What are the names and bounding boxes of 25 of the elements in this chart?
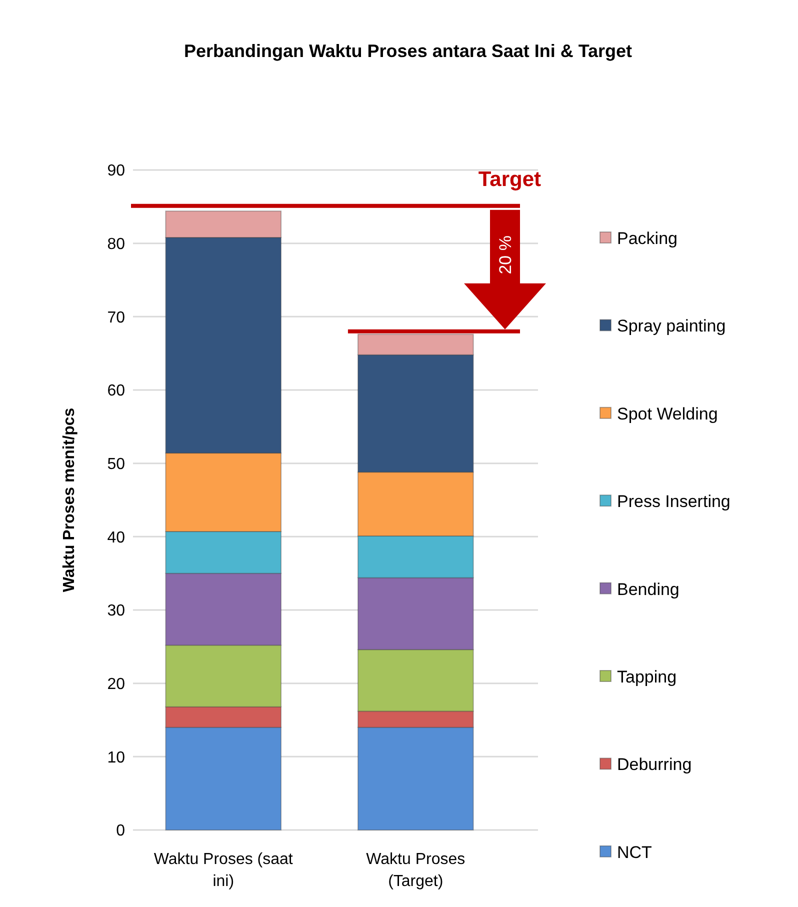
- annotation: 20 %: [496, 236, 515, 274]
- x-tick-label: Waktu Proses (Target): [366, 851, 466, 890]
- y-tick-label: 60: [107, 382, 126, 400]
- y-tick-label: 40: [107, 529, 126, 546]
- legend-label: Press Inserting: [617, 492, 730, 512]
- y-tick-label: 0: [116, 822, 126, 840]
- legend-label: Spot Welding: [617, 404, 718, 424]
- y-axis-title: Waktu Proses menit/pcs: [61, 408, 78, 592]
- y-tick-label: 20: [107, 676, 126, 693]
- y-tick-label: 90: [107, 162, 126, 180]
- legend-label: Deburring: [617, 755, 692, 774]
- y-tick-label: 50: [107, 456, 126, 473]
- y-tick-label: 80: [107, 236, 126, 253]
- y-tick-label: 70: [107, 309, 126, 326]
- y-tick-label: 30: [107, 602, 126, 620]
- legend-label: Spray painting: [617, 316, 726, 336]
- legend-label: NCT: [617, 842, 652, 862]
- x-tick-label: Waktu Proses (saat ini): [154, 851, 294, 890]
- ref-line-label: Target: [478, 168, 541, 191]
- y-tick-label: 10: [107, 749, 126, 766]
- legend-label: Tapping: [617, 667, 677, 686]
- chart-title: Perbandingan Waktu Proses antara Saat Ini & Target: [184, 41, 632, 61]
- legend-label: Bending: [617, 580, 680, 599]
- legend-label: Packing: [617, 228, 678, 248]
- down-arrow: 20 %: [464, 210, 546, 330]
